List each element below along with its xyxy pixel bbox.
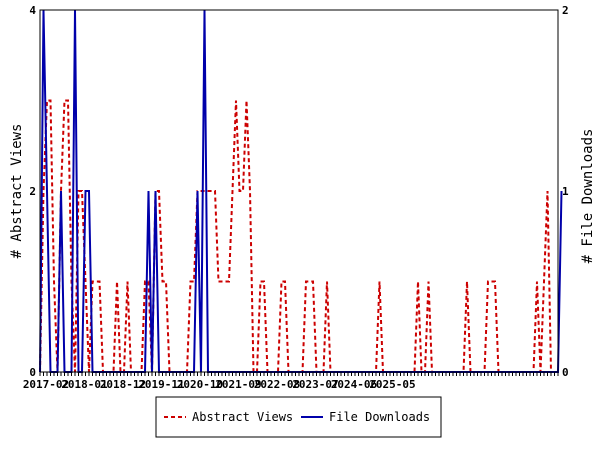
y-right-tick-label: 0: [562, 366, 569, 379]
y-left-tick-labels: 0 2 4: [29, 4, 36, 379]
x-minor-ticks: [39, 372, 559, 376]
y-left-tick-label: 2: [29, 185, 36, 198]
x-tick-label: 2020-10: [177, 378, 223, 391]
x-tick-label: 2022-08: [254, 378, 300, 391]
y-right-axis-title: # File Downloads: [580, 129, 596, 264]
y-right-tick-labels: 0 1 2: [562, 4, 569, 379]
x-tick-label: 2023-07: [292, 378, 338, 391]
x-tick-label: 2018-12: [100, 378, 146, 391]
y-left-axis-title: # Abstract Views: [9, 124, 25, 259]
x-tick-label: 2017-02: [23, 378, 69, 391]
y-left-tick-label: 4: [29, 4, 36, 17]
y-left-tick-label: 0: [29, 366, 36, 379]
y-right-tick-label: 2: [562, 4, 569, 17]
x-tick-labels: 2017-02 2018-01 2018-12 2019-11 2020-10 …: [23, 378, 416, 391]
y-right-tick-label: 1: [562, 185, 569, 198]
x-tick-label: 2018-01: [61, 378, 108, 391]
x-tick-label: 2021-09: [215, 378, 261, 391]
legend-label-abstract-views: Abstract Views: [192, 410, 293, 424]
x-tick-label: 2019-11: [138, 378, 185, 391]
legend-label-file-downloads: File Downloads: [329, 410, 430, 424]
x-tick-label: 2025-05: [369, 378, 415, 391]
x-tick-label: 2024-06: [331, 378, 378, 391]
legend-box: [155, 396, 442, 438]
legend: Abstract Views File Downloads: [155, 396, 442, 438]
